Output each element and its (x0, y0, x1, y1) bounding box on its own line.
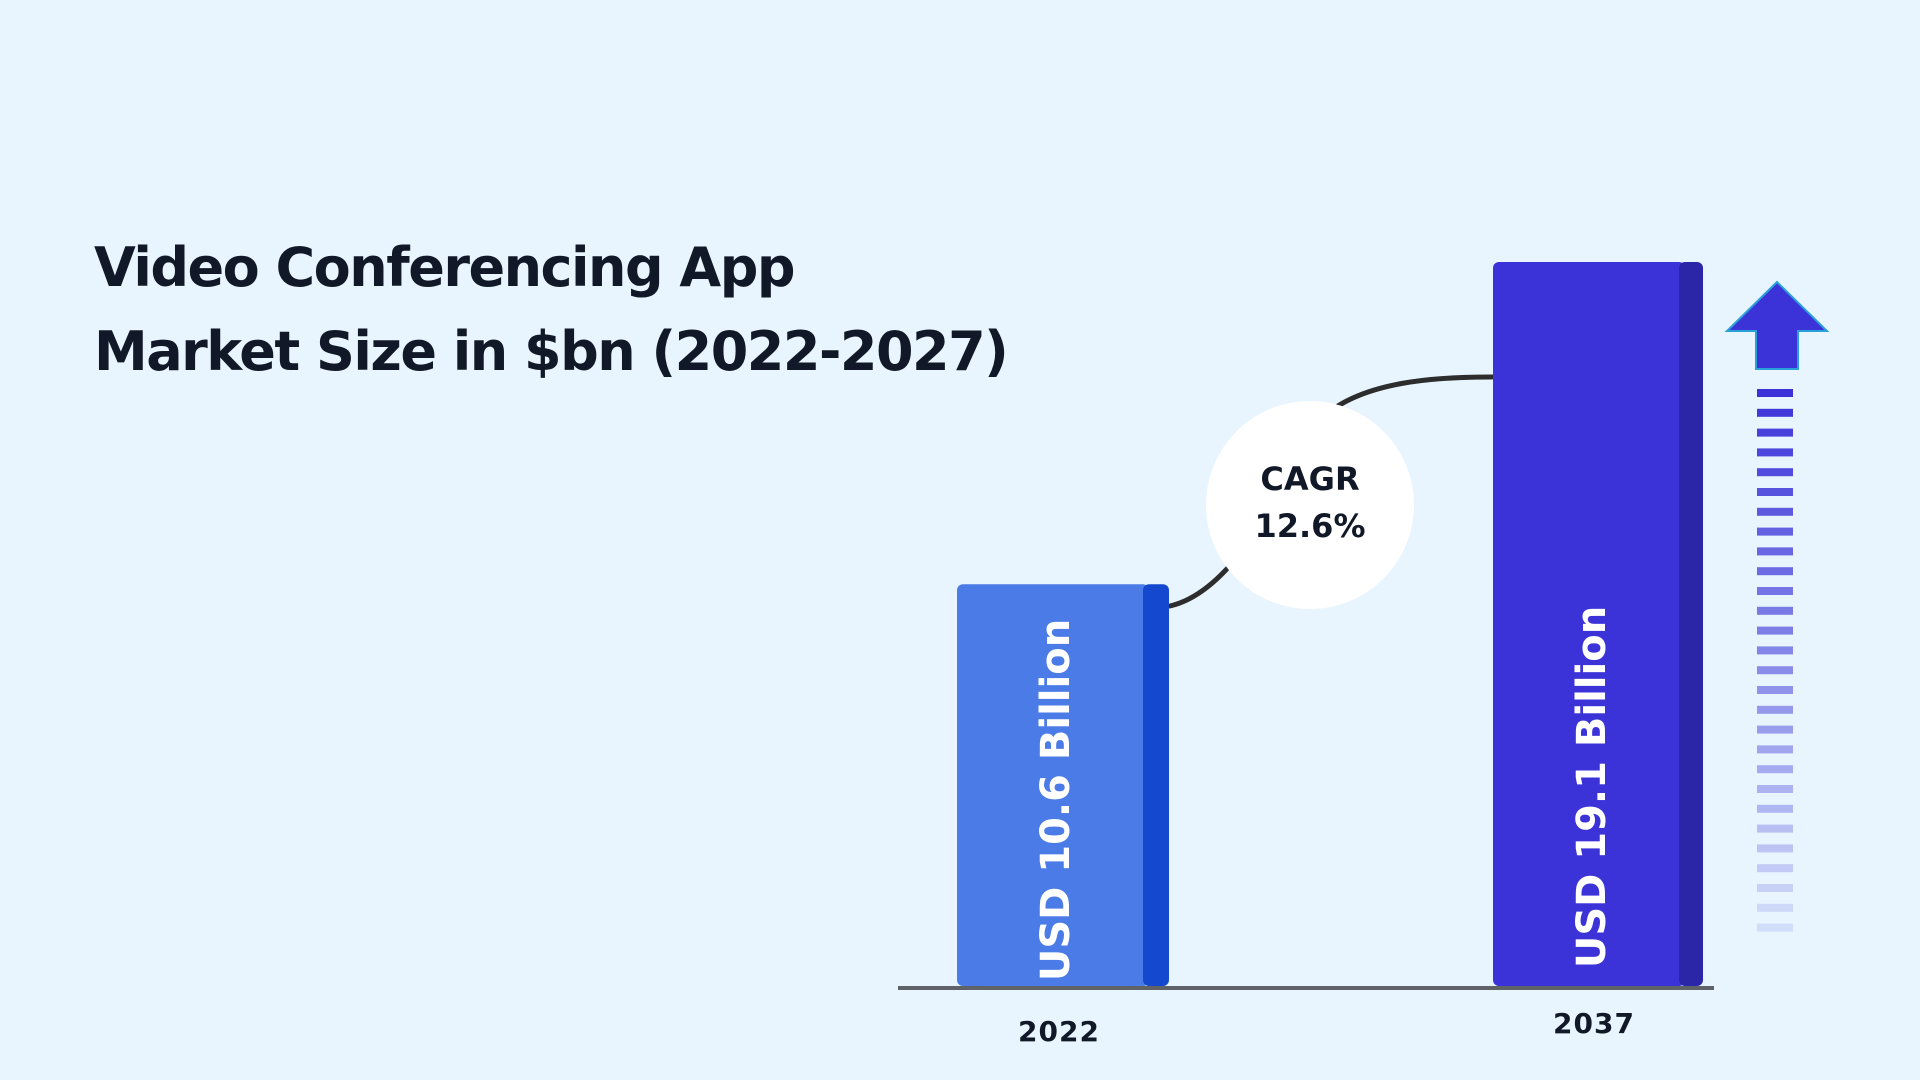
arrow-trail-dash-16 (1757, 705, 1793, 714)
arrow-trail-dash-14 (1757, 666, 1793, 675)
cagr-label: CAGR (1260, 460, 1359, 498)
arrow-trail-dash-22 (1757, 824, 1793, 833)
arrow-trail-dash-5 (1757, 488, 1793, 496)
arrow-trail-dash-10 (1757, 587, 1793, 595)
arrow-trail-dash-19 (1757, 765, 1793, 774)
arrow-trail-dash-15 (1757, 686, 1793, 694)
arrow-trail-dash-11 (1757, 606, 1793, 615)
x-tick-label-2022: 2022 (1018, 1015, 1100, 1048)
arrow-trail-dash-8 (1757, 547, 1793, 556)
arrow-trail-dash-23 (1757, 844, 1793, 853)
arrow-trail-dash-26 (1757, 903, 1793, 912)
arrow-trail-dash-1 (1757, 408, 1793, 417)
arrow-trail-dash-20 (1757, 785, 1793, 793)
bar-2022: USD 10.6 Billion (957, 584, 1169, 986)
arrow-trail-dash-0 (1757, 389, 1793, 397)
bar-2037-face (1493, 262, 1685, 986)
arrow-trail-dash-21 (1757, 804, 1793, 813)
arrow-trail-dash-3 (1757, 448, 1793, 457)
arrow-trail-dash-18 (1757, 745, 1793, 754)
arrow-trail-dash-25 (1757, 884, 1793, 892)
cagr-bubble (1206, 401, 1414, 609)
arrow-trail-dash-12 (1757, 626, 1793, 635)
arrow-up-icon-head (1724, 280, 1830, 370)
arrow-trail-dash-6 (1757, 507, 1793, 516)
arrow-trail-dash-2 (1757, 428, 1793, 437)
arrow-trail-dash-17 (1757, 725, 1793, 734)
arrow-up-icon-trail (1757, 389, 1793, 932)
bar-2022-side (1143, 584, 1169, 986)
chart-title-line-2: Market Size in $bn (2022-2027) (94, 320, 1009, 383)
chart-title: Video Conferencing App Market Size in $b… (94, 226, 1009, 394)
arrow-trail-dash-9 (1757, 567, 1793, 576)
arrow-trail-dash-4 (1757, 468, 1793, 477)
arrow-trail-dash-27 (1757, 923, 1793, 932)
arrow-trail-dash-13 (1757, 646, 1793, 655)
cagr-annotation: CAGR 12.6% (1206, 401, 1414, 609)
arrow-trail-dash-24 (1757, 864, 1793, 873)
bar-2037-side (1679, 262, 1703, 986)
x-tick-label-2037: 2037 (1553, 1007, 1635, 1040)
arrow-up-icon (1724, 280, 1830, 932)
chart-title-line-1: Video Conferencing App (94, 236, 796, 299)
bar-2037-value-label: USD 19.1 Billion (1569, 606, 1615, 968)
arrow-trail-dash-7 (1757, 527, 1793, 536)
bar-2022-value-label: USD 10.6 Billion (1033, 619, 1079, 981)
cagr-value: 12.6% (1254, 507, 1365, 545)
bar-2022-face (957, 584, 1149, 986)
bar-2037: USD 19.1 Billion (1493, 262, 1703, 986)
